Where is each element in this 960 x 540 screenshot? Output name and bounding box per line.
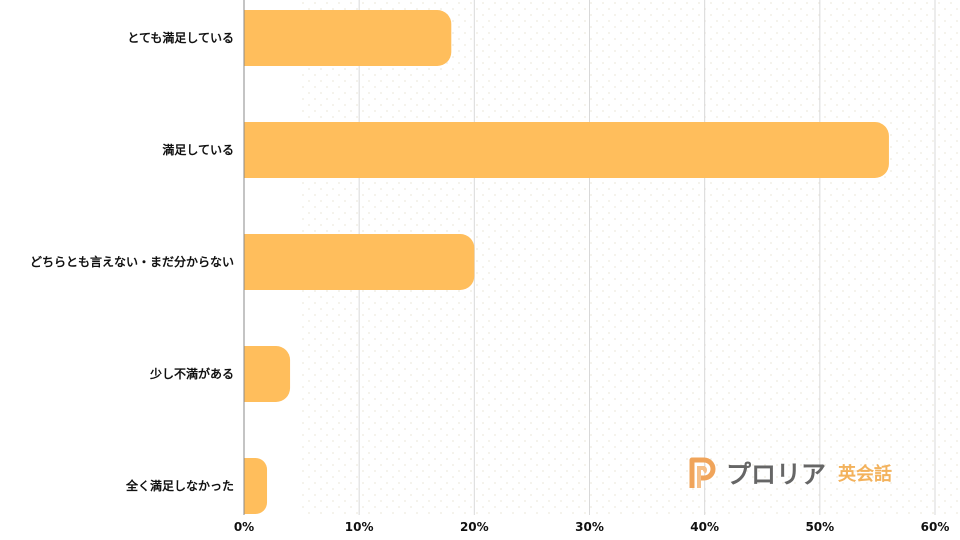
x-tick-label: 60%	[921, 520, 950, 534]
category-label: どちらとも言えない・まだ分からない	[30, 254, 234, 269]
bar	[244, 234, 475, 290]
logo-brand-text: プロリア	[726, 460, 827, 489]
x-tick-labels: 0% 10% 20% 30% 40% 50% 60%	[234, 520, 950, 534]
category-label: 少し不満がある	[149, 366, 234, 381]
category-label: とても満足している	[127, 30, 234, 45]
bars	[244, 10, 889, 514]
category-label: 満足している	[162, 142, 234, 157]
x-tick-label: 50%	[805, 520, 834, 534]
category-labels: とても満足している満足しているどちらとも言えない・まだ分からない少し不満がある全…	[30, 30, 234, 493]
x-tick-label: 40%	[690, 520, 719, 534]
bar	[244, 458, 268, 514]
brand-logo: プロリア 英会話	[688, 455, 892, 491]
x-tick-label: 20%	[460, 520, 489, 534]
proria-p-icon	[689, 457, 716, 488]
x-tick-label: 10%	[345, 520, 374, 534]
bar	[244, 346, 291, 402]
category-label: 全く満足しなかった	[125, 478, 234, 493]
logo-sub-text: 英会話	[838, 464, 893, 485]
bar	[244, 10, 452, 66]
x-tick-label: 30%	[575, 520, 604, 534]
x-tick-label: 0%	[234, 520, 254, 534]
bar	[244, 122, 889, 178]
